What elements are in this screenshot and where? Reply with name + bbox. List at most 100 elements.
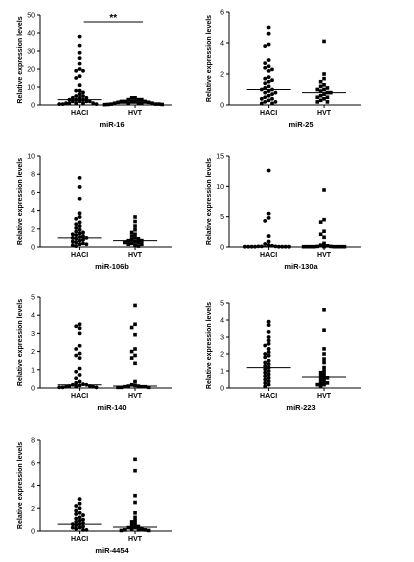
data-point-haci	[77, 501, 82, 506]
y-tick-label: 50	[27, 13, 35, 20]
x-tick-label: HVT	[128, 536, 143, 543]
data-point-haci	[77, 95, 82, 100]
data-point-hvt	[133, 322, 137, 327]
data-point-haci	[81, 68, 85, 73]
data-point-haci	[263, 360, 268, 365]
data-point-haci	[77, 510, 82, 515]
data-point-hvt	[129, 99, 134, 104]
data-point-haci	[266, 64, 271, 69]
data-point-haci	[77, 506, 82, 511]
data-point-haci	[81, 230, 85, 235]
data-point-hvt	[146, 100, 151, 105]
data-point-hvt	[123, 99, 127, 104]
data-point-hvt	[140, 242, 144, 247]
data-point-hvt	[322, 308, 326, 312]
data-point-haci	[74, 384, 79, 389]
data-point-haci	[77, 227, 82, 232]
data-point-hvt	[325, 86, 330, 90]
data-point-hvt	[322, 76, 326, 81]
y-tick-label: 2	[220, 72, 224, 79]
data-point-haci	[77, 215, 82, 219]
data-point-haci	[266, 369, 271, 373]
data-point-haci	[70, 232, 75, 237]
y-tick-label: 3	[220, 335, 224, 342]
data-point-haci	[273, 100, 278, 104]
data-point-hvt	[322, 360, 326, 365]
data-point-haci	[84, 99, 89, 104]
panel-mir-223: 0 1 2 3 4 5 Relative expression levels HACI HVTm…	[206, 301, 361, 412]
data-point-haci	[74, 244, 79, 248]
y-tick-label: 0	[31, 386, 35, 393]
data-point-hvt	[133, 219, 137, 224]
data-point-hvt	[146, 385, 151, 390]
data-point-haci	[270, 96, 274, 101]
x-tick-label: HVT	[317, 252, 332, 259]
data-point-hvt	[133, 96, 137, 100]
data-point-haci	[64, 384, 68, 389]
data-point-haci	[74, 512, 79, 516]
data-point-haci	[77, 67, 82, 71]
data-point-haci	[266, 350, 271, 355]
data-point-hvt	[322, 357, 326, 361]
y-tick-label: 0	[220, 103, 224, 110]
data-point-haci	[266, 31, 271, 36]
data-point-hvt	[129, 234, 134, 238]
y-tick-label: 10	[27, 154, 35, 161]
data-point-haci	[74, 229, 79, 234]
data-point-haci	[263, 219, 268, 223]
data-point-hvt	[129, 230, 134, 235]
data-point-haci	[84, 242, 89, 247]
data-point-hvt	[119, 528, 124, 533]
data-point-hvt	[143, 528, 148, 532]
data-point-haci	[77, 211, 82, 216]
data-point-haci	[60, 102, 65, 106]
data-point-hvt	[322, 97, 326, 101]
y-tick-label: 8	[31, 438, 35, 445]
data-point-hvt	[133, 361, 137, 366]
data-point-haci	[263, 364, 268, 368]
data-point-hvt	[133, 493, 137, 498]
data-point-haci	[263, 384, 268, 389]
data-point-hvt	[322, 369, 326, 373]
data-point-haci	[77, 220, 82, 225]
data-point-haci	[263, 61, 268, 66]
data-point-haci	[266, 353, 271, 358]
data-point-hvt	[315, 382, 320, 387]
y-tick-label: 10	[216, 184, 224, 191]
y-tick-label: 3	[31, 331, 35, 338]
data-point-hvt	[133, 236, 137, 240]
data-point-haci	[67, 101, 72, 106]
data-point-haci	[263, 370, 268, 375]
data-point-hvt	[322, 217, 326, 222]
x-tick-label: HVT	[317, 393, 332, 400]
data-point-haci	[77, 88, 82, 93]
data-point-haci	[77, 83, 82, 88]
data-point-hvt	[133, 500, 137, 505]
data-point-hvt	[318, 220, 323, 224]
y-axis-label: Relative expression levels	[17, 442, 24, 529]
data-point-hvt	[322, 235, 326, 240]
data-point-haci	[81, 241, 85, 246]
x-axis-label: miR-25	[288, 120, 313, 129]
y-tick-label: 0	[31, 103, 35, 110]
data-point-hvt	[318, 370, 323, 375]
data-point-haci	[70, 95, 75, 100]
x-axis-label: miR-16	[99, 120, 124, 129]
data-point-haci	[270, 92, 274, 97]
data-point-haci	[263, 81, 268, 86]
data-point-haci	[77, 326, 82, 331]
data-point-haci	[77, 92, 82, 97]
data-point-haci	[266, 168, 271, 173]
y-tick-label: 15	[216, 154, 224, 161]
data-point-haci	[266, 215, 271, 220]
y-tick-label: 6	[31, 190, 35, 197]
x-axis-label: miR-223	[286, 403, 315, 412]
data-point-haci	[81, 517, 85, 522]
data-point-hvt	[133, 224, 137, 228]
data-point-haci	[74, 68, 79, 73]
data-point-haci	[266, 375, 271, 380]
data-point-haci	[77, 515, 82, 520]
data-point-haci	[81, 527, 85, 532]
y-tick-label: 5	[220, 301, 224, 308]
